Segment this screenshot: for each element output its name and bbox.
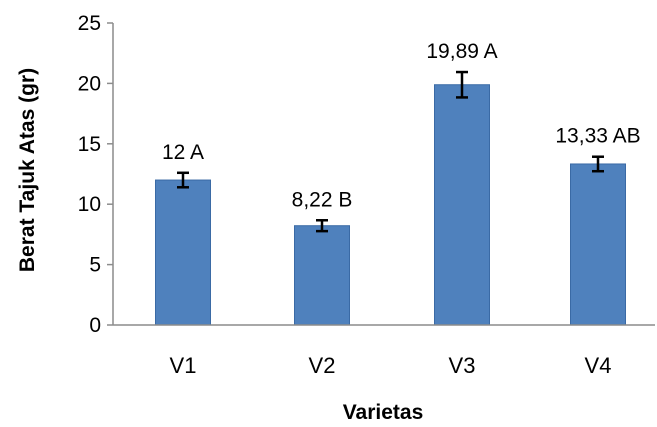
y-tick-label: 25: [78, 12, 101, 35]
x-category-label: V3: [449, 353, 476, 378]
bars: [155, 84, 626, 326]
x-category-label: V2: [309, 353, 336, 378]
bar-v1: [155, 179, 211, 326]
y-tick-label: 10: [78, 193, 101, 216]
x-axis-categories: V1 V2 V3 V4: [170, 353, 612, 378]
data-labels: 12 A 8,22 B 19,89 A 13,33 AB: [162, 40, 641, 211]
y-tick-label: 20: [78, 72, 101, 95]
y-tick-label: 5: [89, 254, 101, 277]
y-axis-title: Berat Tajuk Atas (gr): [16, 68, 39, 272]
data-label: 8,22 B: [292, 188, 353, 211]
y-tick-label: 15: [78, 133, 101, 156]
data-label: 12 A: [162, 141, 204, 164]
x-category-label: V4: [585, 353, 612, 378]
y-tick-label: 0: [89, 314, 101, 337]
bar-v2: [294, 225, 350, 326]
bar-v3: [434, 84, 490, 326]
bar-v4: [570, 163, 626, 326]
y-axis-ticks: 0 5 10 15 20 25: [78, 12, 113, 337]
error-bars: [177, 70, 604, 233]
x-axis-title: Varietas: [343, 401, 424, 424]
data-label: 19,89 A: [426, 40, 497, 63]
data-label: 13,33 AB: [555, 125, 640, 148]
x-category-label: V1: [170, 353, 197, 378]
